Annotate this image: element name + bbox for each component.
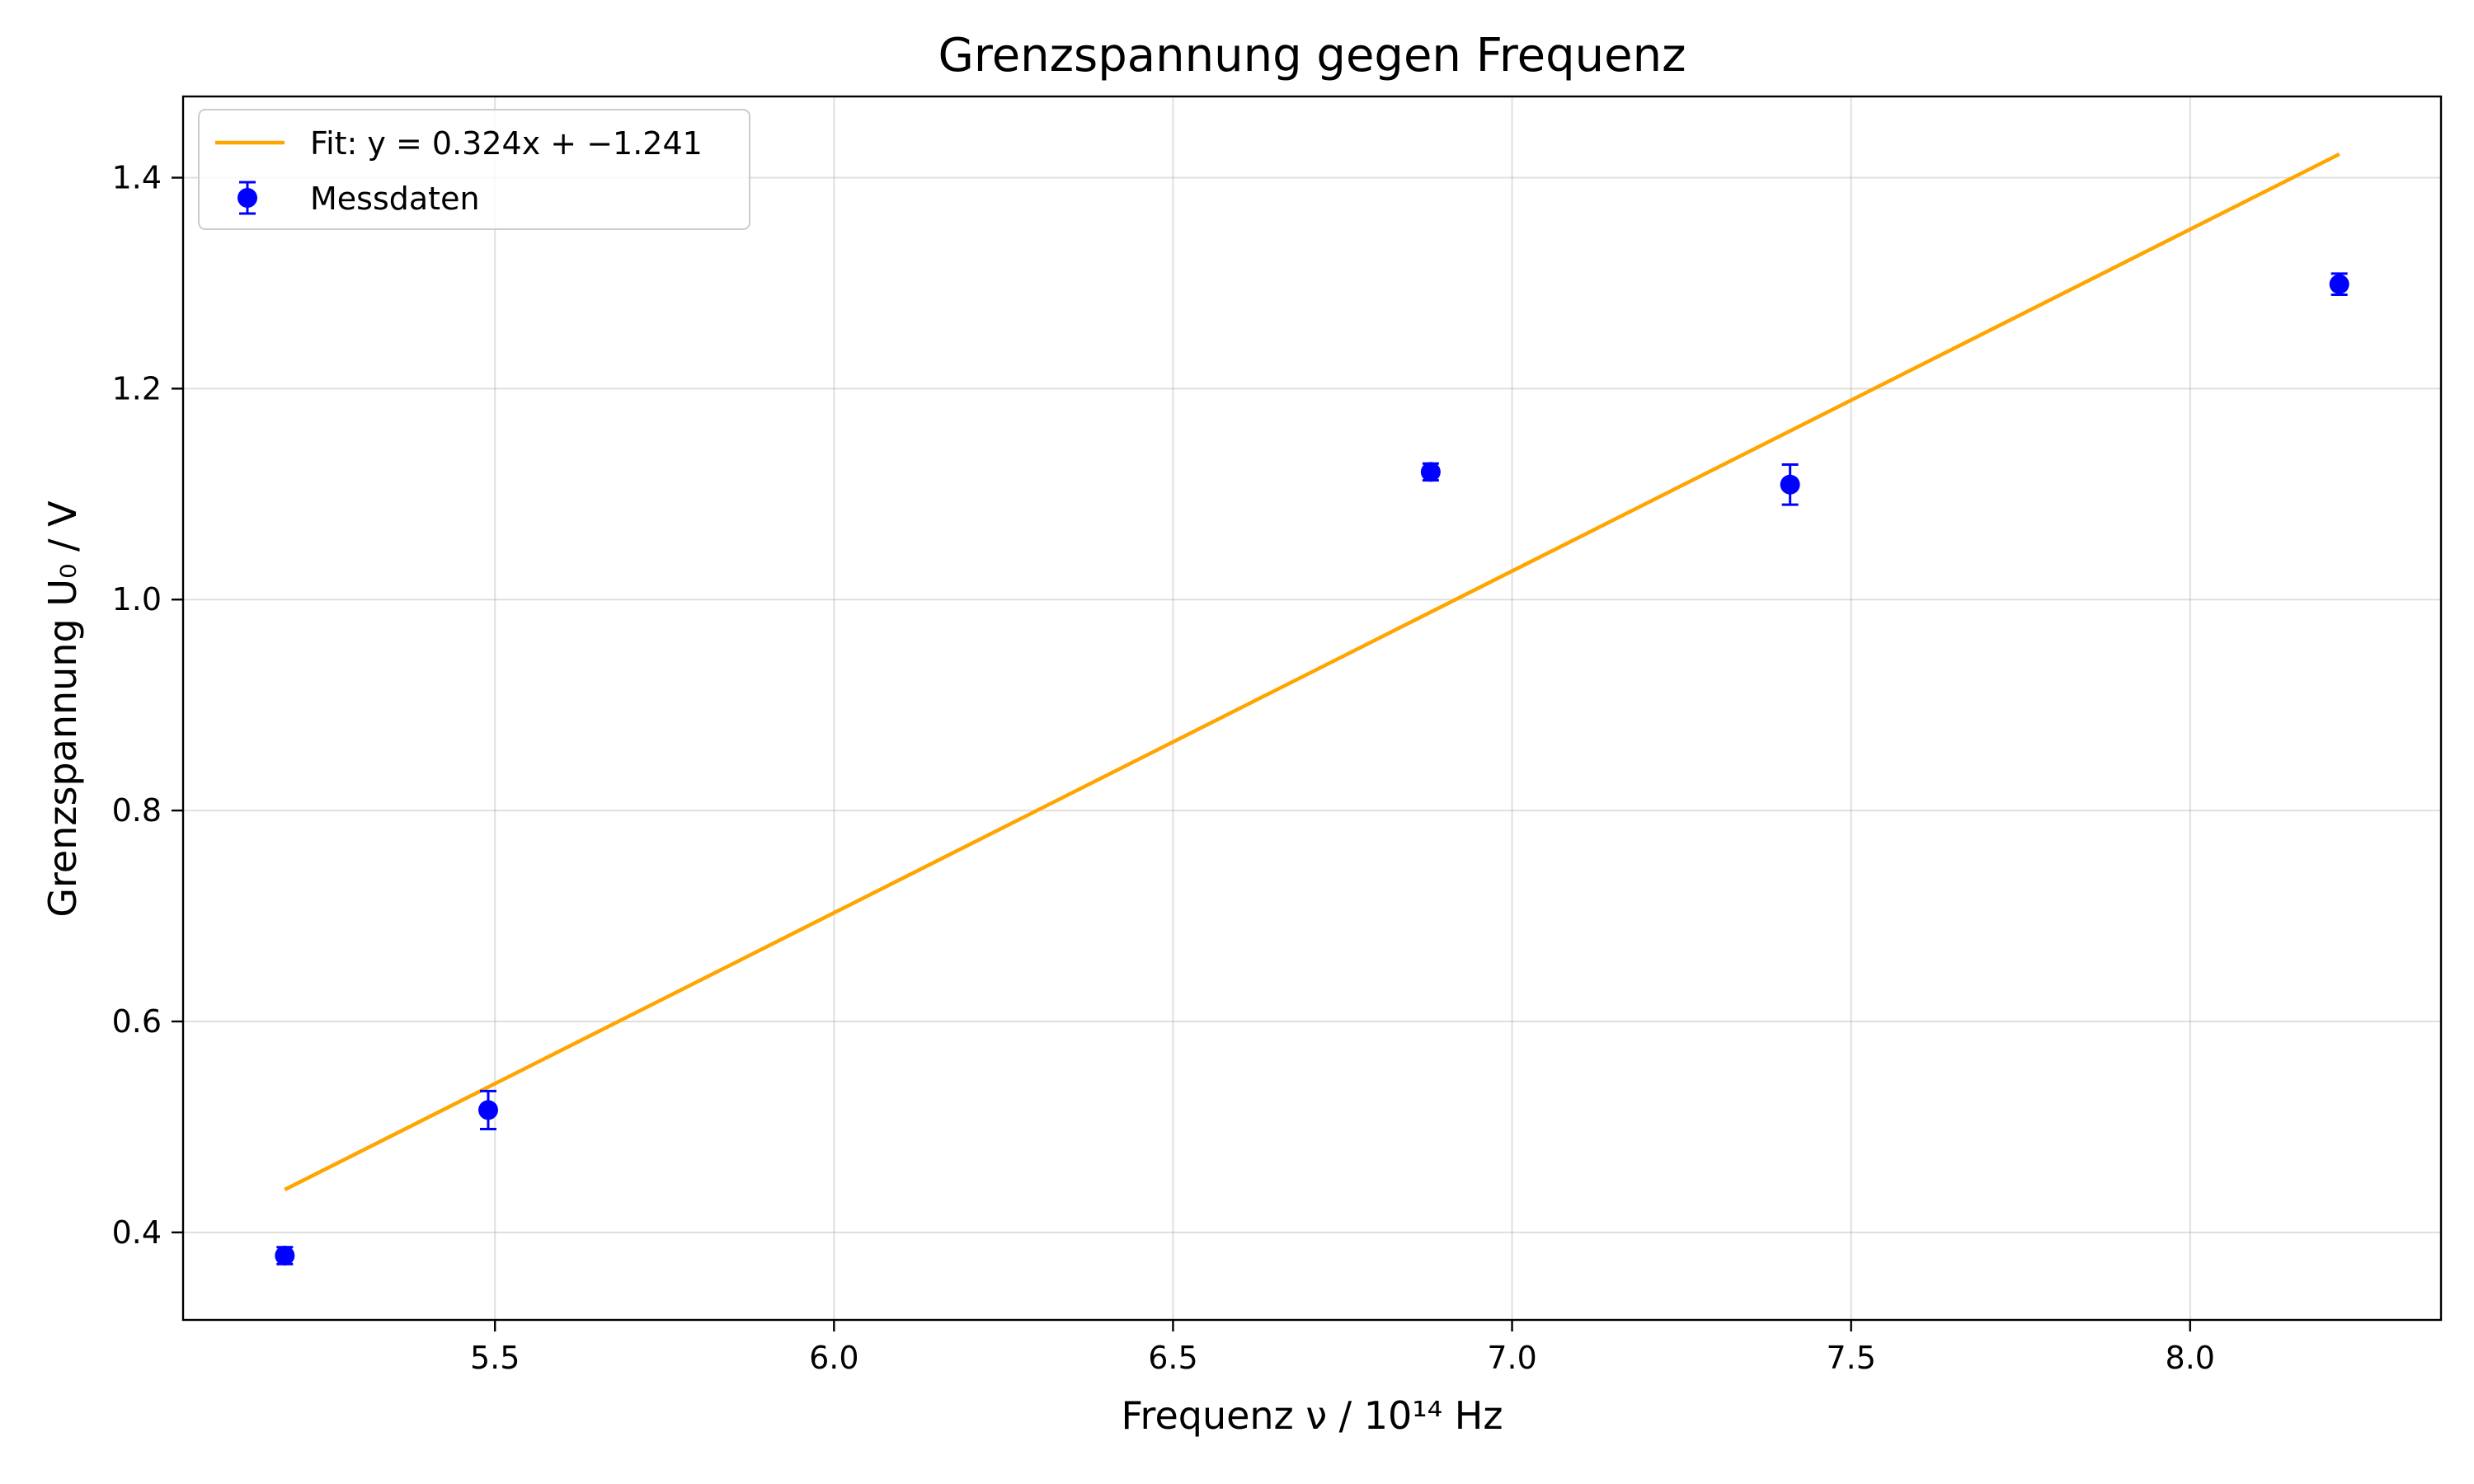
x-axis-label: Frequenz ν / 10¹⁴ Hz: [1121, 1393, 1503, 1438]
x-tick-label: 6.5: [1148, 1340, 1197, 1376]
data-marker: [2329, 274, 2349, 294]
data-marker: [1420, 462, 1441, 482]
data-point: [1780, 463, 1800, 506]
ticks: 5.5 6.0 6.5 7.0 7.5 8.0 0.4 0.6 0.8 1.0 1.2 1.4: [112, 160, 2215, 1376]
x-tick-label: 6.0: [809, 1340, 858, 1376]
y-tick-label: 1.2: [112, 370, 162, 406]
data-marker: [1780, 474, 1800, 495]
legend-fit-label: Fit: y = 0.324x + −1.241: [310, 125, 703, 162]
data-marker: [478, 1100, 498, 1120]
plot-frame: [181, 95, 2443, 1322]
data-point: [1420, 462, 1441, 482]
y-tick-label: 0.8: [112, 792, 162, 829]
legend-box: [198, 109, 750, 230]
x-tick-label: 5.5: [470, 1340, 520, 1376]
fit-line: [284, 152, 2340, 1191]
x-tick-label: 8.0: [2166, 1340, 2215, 1376]
legend: Fit: y = 0.324x + −1.241 Messdaten: [198, 109, 750, 230]
y-tick-label: 0.6: [112, 1003, 162, 1040]
x-tick-label: 7.5: [1826, 1340, 1875, 1376]
data-point: [478, 1089, 498, 1130]
chart-title: Grenzspannung gegen Frequenz: [938, 29, 1686, 82]
legend-data-swatch: [238, 181, 257, 215]
data-points-layer: [275, 272, 2349, 1266]
data-point: [275, 1245, 295, 1266]
data-marker: [275, 1245, 295, 1266]
legend-data-label: Messdaten: [310, 181, 480, 217]
fit-line-layer: [284, 152, 2340, 1191]
legend-marker: [238, 188, 257, 208]
y-axis-label: Grenzspannung U₀ / V: [40, 500, 85, 918]
x-tick-label: 7.0: [1487, 1340, 1536, 1376]
grid: [183, 96, 2441, 1320]
y-tick-label: 0.4: [112, 1214, 162, 1251]
y-tick-label: 1.4: [112, 160, 162, 196]
data-point: [2329, 272, 2349, 297]
y-tick-label: 1.0: [112, 581, 162, 618]
